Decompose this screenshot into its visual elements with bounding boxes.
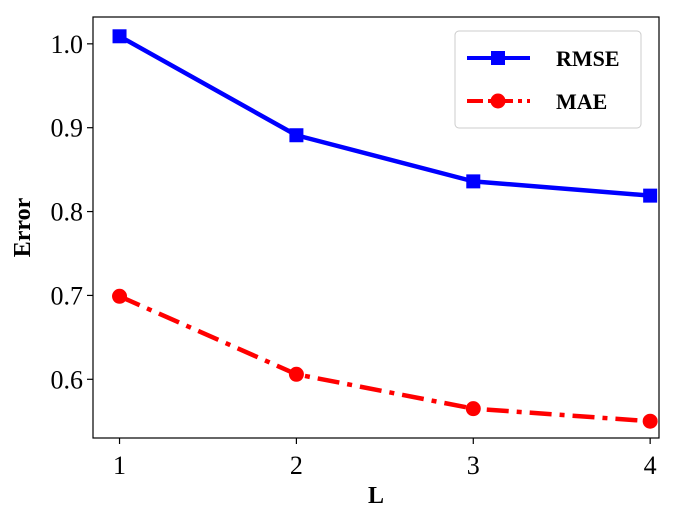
y-tick-label: 0.8 — [51, 198, 84, 227]
series-layer — [112, 29, 658, 429]
y-tick-label: 1.0 — [51, 30, 84, 59]
legend-rmse-square-marker — [491, 51, 505, 65]
x-axis-title: L — [368, 483, 384, 509]
data-point-rmse — [466, 174, 481, 189]
y-tick-label: 0.6 — [51, 365, 84, 394]
plot-area-frame — [92, 16, 660, 439]
x-tick-label: 2 — [290, 451, 303, 480]
y-axis-title: Error — [10, 197, 36, 257]
series-line-mae — [118, 294, 651, 424]
legend-mae-label: MAE — [556, 89, 607, 114]
x-axis: 1 2 3 4 — [113, 438, 657, 480]
data-point-rmse — [643, 188, 658, 203]
legend-item-rmse: RMSE — [467, 46, 620, 71]
y-axis: 0.6 0.7 0.8 0.9 1.0 — [51, 30, 93, 394]
legend-item-mae: MAE — [467, 89, 607, 114]
data-point-mae — [112, 288, 128, 304]
y-tick-label: 0.7 — [51, 281, 84, 310]
x-tick-label: 4 — [644, 451, 657, 480]
data-point-rmse — [112, 29, 127, 44]
legend: RMSE MAE — [454, 30, 642, 129]
x-tick-label: 1 — [113, 451, 126, 480]
data-point-mae — [465, 401, 481, 417]
data-point-mae — [288, 366, 304, 382]
x-tick-label: 3 — [467, 451, 480, 480]
y-tick-label: 0.9 — [51, 114, 84, 143]
legend-mae-circle-marker — [490, 93, 506, 109]
data-point-mae — [642, 413, 658, 429]
legend-rmse-label: RMSE — [556, 46, 620, 71]
series-line-rmse — [118, 34, 651, 198]
data-point-rmse — [289, 128, 304, 143]
